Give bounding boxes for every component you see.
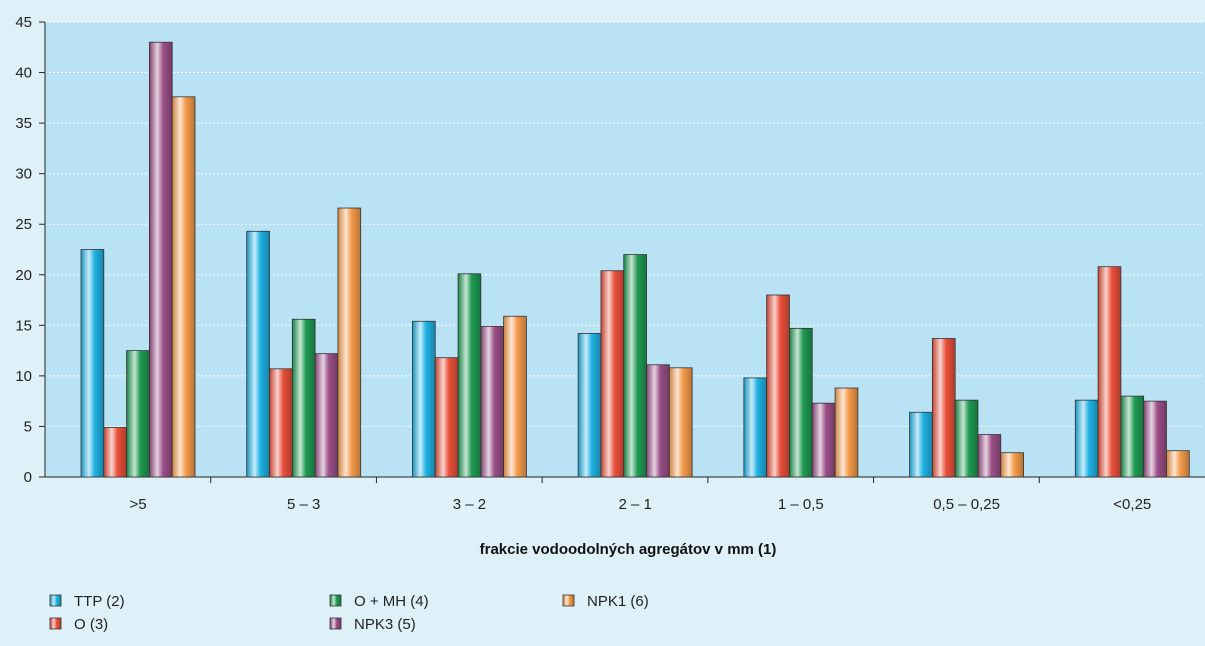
bar [977,434,1002,478]
bar [412,320,436,478]
bar [457,273,482,478]
bar [1097,266,1122,478]
y-tick-label: 40 [15,65,32,82]
legend-swatch [329,594,342,607]
legend-swatch [49,617,62,630]
legend-label: O + MH (4) [354,593,429,610]
x-tick-label: 0,5 – 0,25 [933,496,1000,513]
x-tick-label: 3 – 2 [453,496,486,513]
legend-swatch [562,594,575,607]
y-tick-label: 0 [24,469,32,486]
bar [337,207,362,478]
bar [811,402,836,478]
legend-swatch [329,617,342,630]
x-tick-label: <0,25 [1113,496,1151,513]
bar [434,357,459,478]
bar [668,367,693,478]
y-tick-label: 25 [15,216,32,233]
y-tick-label: 15 [15,317,32,334]
y-tick-label: 45 [15,14,32,31]
bar [80,249,105,478]
bar [1000,452,1024,478]
bars [80,41,1190,478]
bar [291,318,316,478]
y-tick-label: 5 [24,418,32,435]
legend-label: TTP (2) [74,593,125,610]
bar [148,41,173,478]
bar [1166,450,1190,478]
bar [314,353,339,478]
legend-item: NPK1 (6) [562,593,649,610]
legend-item: O (3) [49,616,108,633]
legend-item: O + MH (4) [329,593,429,610]
x-tick-label: 5 – 3 [287,496,320,513]
bar [600,270,625,478]
bar [503,315,527,478]
bar [103,427,128,478]
bar [480,325,505,478]
bar [126,350,150,478]
x-axis-label: frakcie vodoodolných agregátov v mm (1) [480,541,777,558]
y-tick-label: 10 [15,368,32,385]
y-tick-label: 20 [15,267,32,284]
bar [743,377,768,478]
bar [789,327,813,478]
bar [1143,400,1167,478]
legend-label: NPK3 (5) [354,616,416,633]
bar [1074,399,1099,478]
legend-label: O (3) [74,616,108,633]
legend-swatch [49,594,62,607]
x-tick-labels: >5 5 – 3 3 – 2 2 – 1 1 – 0,5 0,5 – 0,25 <0,25 [129,477,1151,513]
legend-label: NPK1 (6) [587,593,649,610]
bar [577,333,602,478]
bar [954,399,979,478]
y-tick-label: 30 [15,166,32,183]
bar [171,96,196,478]
bar [623,254,647,478]
legend-item: NPK3 (5) [329,616,416,633]
bar [931,338,956,478]
x-tick-label: 1 – 0,5 [778,496,824,513]
legend: TTP (2) O (3) O + MH (4) NPK3 (5) NPK1 (6) [49,593,649,633]
bar [909,411,933,478]
bar [269,368,293,478]
x-tick-label: >5 [129,496,146,513]
y-tick-label: 35 [15,115,32,132]
bar [646,364,670,478]
bar [246,230,270,478]
bar [1120,395,1145,478]
bar [766,294,790,478]
bar [834,387,859,478]
legend-item: TTP (2) [49,593,125,610]
x-tick-label: 2 – 1 [618,496,651,513]
y-tick-labels: 0 5 10 15 20 25 30 35 40 45 [15,14,45,486]
